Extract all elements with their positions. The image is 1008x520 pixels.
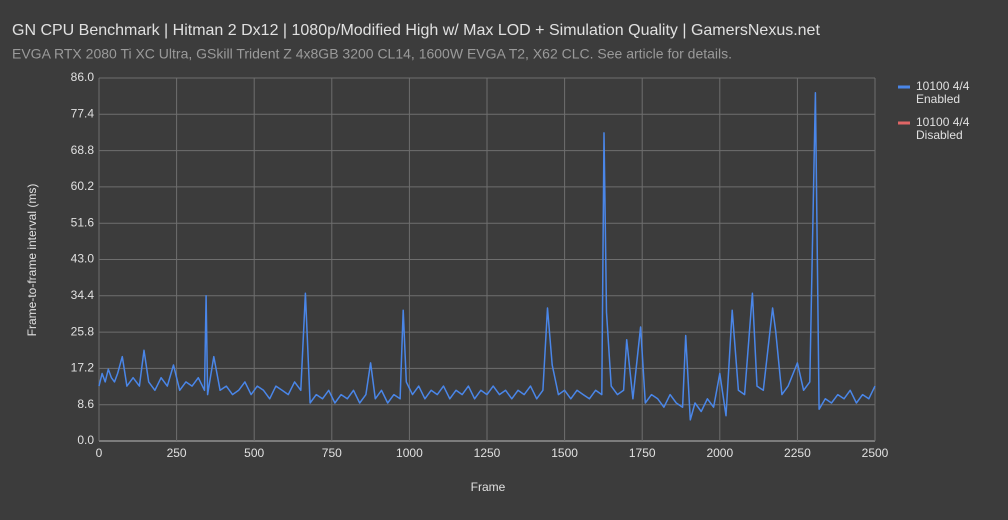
- y-tick-label: 86.0: [71, 70, 95, 84]
- x-axis-label: Frame: [471, 480, 506, 494]
- x-tick-label: 2000: [706, 446, 733, 460]
- y-tick-label: 17.2: [71, 361, 95, 375]
- y-tick-label: 68.8: [71, 143, 95, 157]
- chart-subtitle: EVGA RTX 2080 Ti XC Ultra, GSkill Triden…: [12, 46, 732, 62]
- legend-label: 10100 4/4 Enabled: [916, 79, 970, 106]
- y-tick-label: 43.0: [71, 252, 95, 266]
- y-tick-label: 51.6: [71, 215, 95, 229]
- legend-label: 10100 4/4 Disabled: [916, 115, 970, 142]
- y-tick-label: 25.8: [71, 324, 95, 338]
- y-axis-label: Frame-to-frame interval (ms): [25, 184, 39, 337]
- y-tick-label: 34.4: [71, 288, 95, 302]
- x-tick-label: 2500: [862, 446, 889, 460]
- x-tick-label: 1000: [396, 446, 423, 460]
- y-tick-label: 8.6: [77, 397, 94, 411]
- x-tick-label: 1250: [474, 446, 501, 460]
- x-tick-label: 500: [244, 446, 264, 460]
- x-tick-label: 1750: [629, 446, 656, 460]
- x-tick-label: 2250: [784, 446, 811, 460]
- x-tick-label: 0: [96, 446, 103, 460]
- y-tick-label: 60.2: [71, 179, 95, 193]
- y-tick-label: 0.0: [77, 433, 94, 447]
- x-tick-label: 1500: [551, 446, 578, 460]
- y-tick-label: 77.4: [71, 106, 95, 120]
- x-tick-label: 250: [167, 446, 187, 460]
- x-tick-label: 750: [322, 446, 342, 460]
- data-line: [98, 92, 876, 421]
- chart-title: GN CPU Benchmark | Hitman 2 Dx12 | 1080p…: [12, 22, 820, 39]
